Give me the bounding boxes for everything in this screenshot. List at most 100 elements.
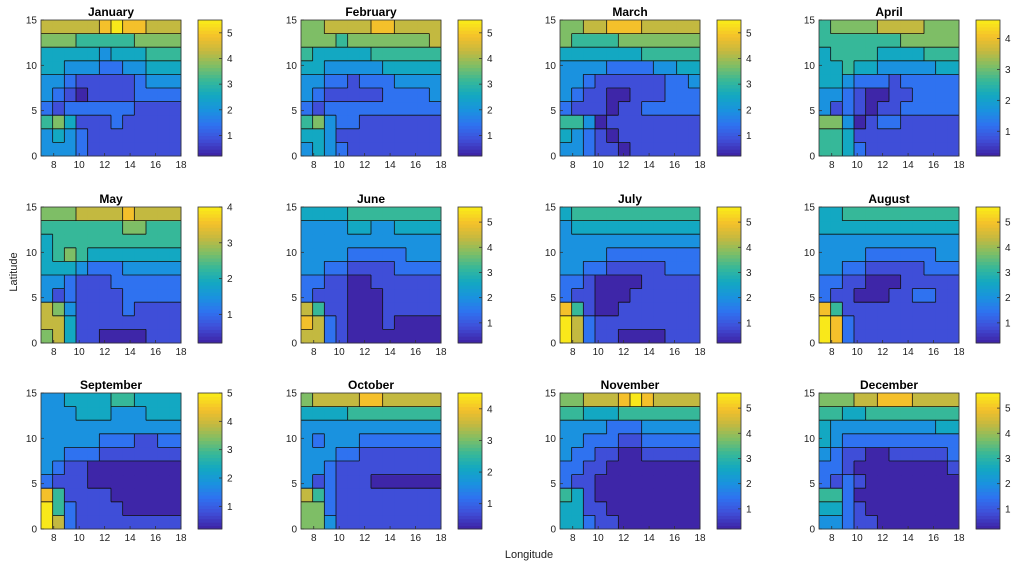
colorbar-tick-label: 1	[1005, 127, 1011, 138]
plot-frame	[40, 19, 182, 157]
colorbar-tick-label: 4	[1005, 429, 1011, 440]
contour-cell	[371, 275, 384, 290]
contour-cell	[877, 315, 890, 330]
contour-cell	[618, 47, 631, 62]
contour-cell	[41, 60, 54, 75]
contour-cell	[830, 220, 843, 235]
contour-cell	[394, 501, 407, 516]
contour-cell	[924, 474, 937, 489]
colorbar-segment	[458, 288, 482, 293]
contour-cell	[157, 142, 170, 157]
colorbar-segment	[458, 149, 482, 154]
contour-cell	[830, 128, 843, 143]
contour-cell	[41, 101, 54, 116]
contour-cell	[819, 288, 832, 303]
colorbar-segment	[198, 515, 222, 520]
contour-cell	[641, 261, 654, 276]
contour-cell	[595, 501, 608, 516]
contour-cell	[819, 302, 832, 317]
contour-cell	[64, 302, 77, 317]
contour-cell	[394, 315, 407, 330]
plot-frame	[559, 19, 701, 157]
colorbar-segment	[198, 525, 222, 530]
contour-cell	[653, 220, 666, 235]
contour-cell	[571, 234, 584, 249]
contour-cell	[336, 20, 349, 35]
colorbar-segment	[458, 210, 482, 215]
contour-cell	[830, 501, 843, 516]
contour-cell	[417, 329, 430, 344]
contour-cell	[382, 488, 395, 503]
colorbar-segment	[976, 26, 1000, 31]
contour-cell	[935, 433, 948, 448]
contour-cell	[347, 302, 360, 317]
y-tick-label: 15	[26, 16, 38, 27]
contour-cell	[618, 501, 631, 516]
contour-cell	[382, 234, 395, 249]
contour-cell	[134, 88, 147, 103]
contour-cell	[830, 74, 843, 89]
contour-cell	[52, 207, 65, 222]
contour-cell	[854, 488, 867, 503]
colorbar-segment	[458, 118, 482, 123]
contour-cell	[394, 261, 407, 276]
contour-cell	[324, 302, 337, 317]
contour-cell	[571, 302, 584, 317]
colorbar-segment	[717, 145, 741, 150]
colorbar-segment	[458, 522, 482, 527]
colorbar-segment	[717, 268, 741, 273]
contour-cell	[417, 393, 430, 408]
contour-cell	[676, 488, 689, 503]
contour-cell	[41, 88, 54, 103]
contour-cell	[41, 447, 54, 462]
contour-cell	[134, 60, 147, 75]
contour-cell	[877, 101, 890, 116]
contour-cell	[676, 128, 689, 143]
contour-cell	[157, 488, 170, 503]
y-tick-label: 15	[286, 203, 298, 214]
contour-cell	[889, 74, 902, 89]
colorbar-segment	[976, 224, 1000, 228]
contour-cell	[146, 474, 159, 489]
contour-cell	[676, 101, 689, 116]
contour-cell	[912, 60, 925, 75]
contour-cell	[618, 420, 631, 435]
colorbar-segment	[458, 508, 482, 513]
contour-cell	[606, 88, 619, 103]
colorbar-segment	[976, 508, 1000, 513]
contour-cell	[87, 88, 100, 103]
contour-cell	[76, 461, 89, 476]
contour-cell	[854, 501, 867, 516]
colorbar-segment	[717, 261, 741, 266]
contour-cell	[935, 275, 948, 290]
y-tick-label: 15	[286, 16, 298, 27]
colorbar-segment	[458, 77, 482, 82]
contour-cell	[854, 261, 867, 276]
contour-cell	[676, 501, 689, 516]
colorbar-segment	[976, 437, 1000, 442]
contour-cell	[169, 393, 182, 408]
colorbar-segment	[717, 322, 741, 327]
contour-cell	[347, 247, 360, 262]
colorbar-tick-label: 3	[487, 436, 493, 447]
contour-cell	[830, 488, 843, 503]
colorbar-segment	[458, 33, 482, 38]
contour-cell	[583, 60, 596, 75]
contour-cell	[429, 447, 442, 462]
colorbar-segment	[976, 478, 1000, 482]
contour-cell	[52, 247, 65, 262]
contour-cell	[889, 207, 902, 222]
contour-cell	[169, 461, 182, 476]
contour-cell	[854, 207, 867, 222]
contour-cell	[87, 20, 100, 35]
colorbar-segment	[976, 54, 1000, 58]
contour-cell	[76, 60, 89, 75]
contour-cell	[382, 60, 395, 75]
x-tick-label: 10	[852, 160, 864, 171]
contour-cell	[865, 288, 878, 303]
contour-cell	[52, 33, 65, 48]
colorbar-segment	[717, 26, 741, 31]
contour-cell	[688, 461, 701, 476]
contour-cell	[157, 128, 170, 143]
